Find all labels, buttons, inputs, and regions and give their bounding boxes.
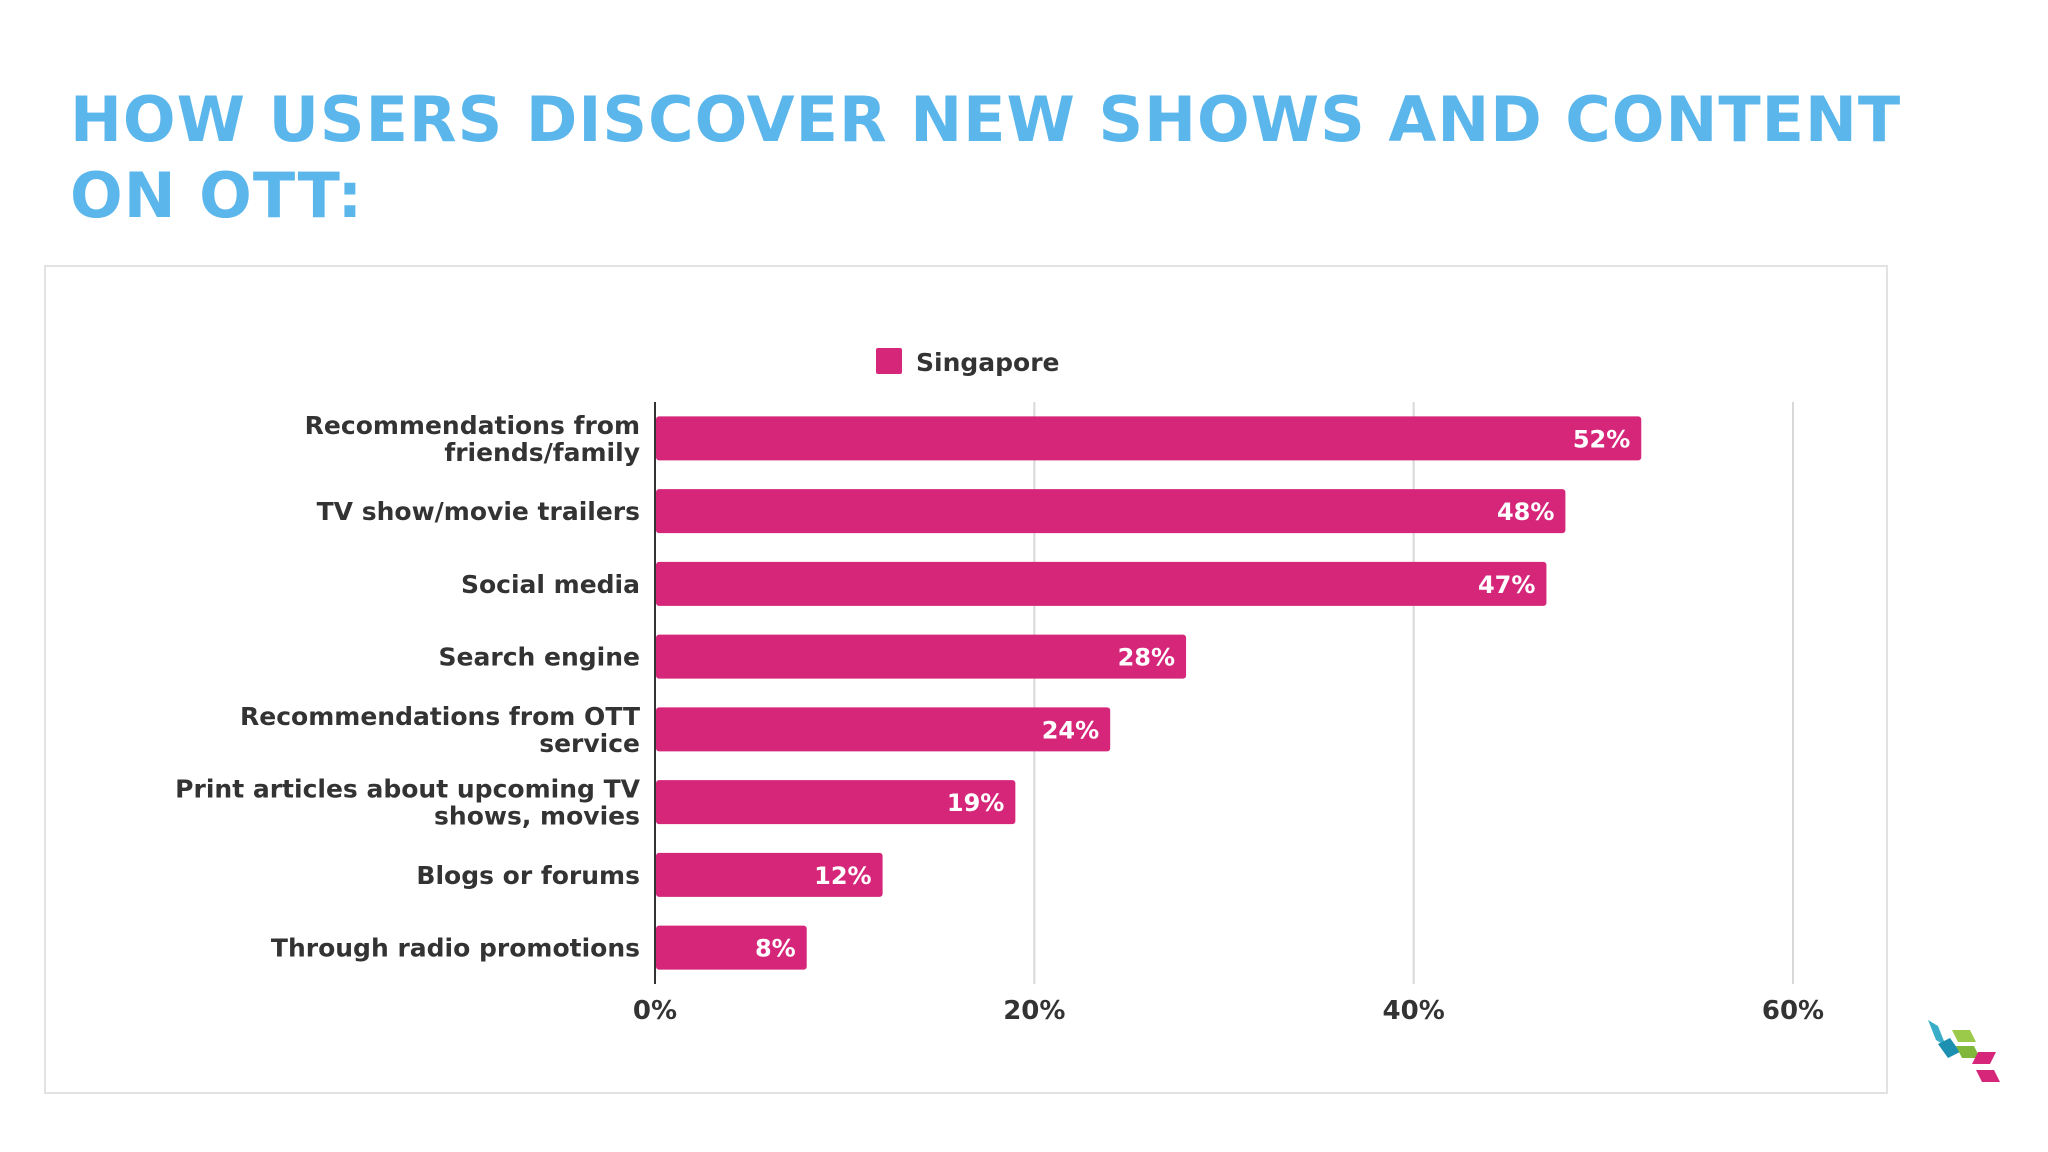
bar bbox=[656, 416, 1642, 461]
bar-value-label: 24% bbox=[1042, 716, 1099, 744]
category-label: friends/family bbox=[444, 438, 640, 467]
chart-frame: 0% 20% 40% 60% Singapore 52% Recommendations f… bbox=[44, 265, 1888, 1094]
x-tick-label: 0% bbox=[633, 996, 677, 1026]
legend-swatch bbox=[876, 348, 902, 374]
bar bbox=[656, 561, 1547, 606]
bar-value-label: 12% bbox=[814, 862, 871, 890]
bar bbox=[656, 780, 1016, 825]
bar-value-label: 52% bbox=[1573, 425, 1630, 453]
bar-value-label: 47% bbox=[1478, 571, 1535, 599]
category-label: Blogs or forums bbox=[416, 861, 640, 890]
category-label: TV show/movie trailers bbox=[317, 497, 640, 526]
bar bbox=[656, 489, 1566, 534]
bar-chart: 0% 20% 40% 60% Singapore 52% Recommendations f… bbox=[175, 348, 1824, 1026]
category-label: service bbox=[539, 729, 640, 758]
bar bbox=[656, 634, 1187, 679]
x-tick-label: 20% bbox=[1003, 996, 1065, 1026]
bar-value-label: 19% bbox=[947, 789, 1004, 817]
bar-value-label: 28% bbox=[1118, 644, 1175, 672]
bar-value-label: 48% bbox=[1497, 498, 1554, 526]
x-tick-label: 60% bbox=[1762, 996, 1824, 1026]
bar bbox=[656, 852, 883, 897]
category-label: shows, movies bbox=[434, 802, 640, 831]
category-label: Print articles about upcoming TV bbox=[175, 775, 640, 804]
legend-label: Singapore bbox=[916, 348, 1060, 377]
category-label: Search engine bbox=[439, 643, 640, 672]
slide-title: HOW USERS DISCOVER NEW SHOWS AND CONTENT… bbox=[70, 83, 1902, 232]
bar bbox=[656, 925, 807, 970]
x-tick-label: 40% bbox=[1383, 996, 1445, 1026]
category-label: Through radio promotions bbox=[271, 934, 640, 963]
category-label: Social media bbox=[461, 570, 640, 599]
company-logo-icon bbox=[1928, 1020, 2000, 1082]
category-label: Recommendations from bbox=[305, 411, 640, 440]
bar bbox=[656, 707, 1111, 752]
bar-value-label: 8% bbox=[755, 935, 796, 963]
category-label: Recommendations from OTT bbox=[240, 702, 640, 731]
